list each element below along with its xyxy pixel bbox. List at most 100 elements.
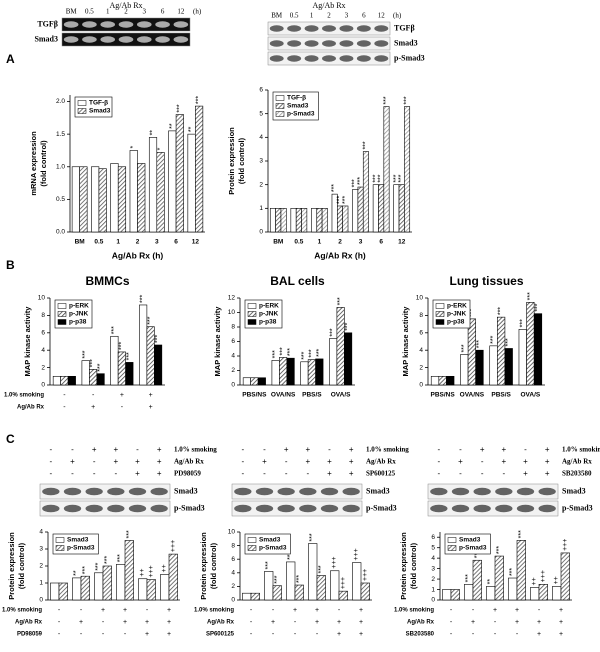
lane-label: 0.5	[85, 8, 94, 16]
significance: ***	[378, 174, 385, 182]
condition-sign: -	[306, 469, 309, 478]
bar	[272, 585, 282, 601]
bar	[467, 318, 476, 386]
blot-band	[234, 504, 252, 513]
condition-sign: -	[450, 619, 453, 626]
condition-sign: -	[481, 469, 484, 478]
lane-label: 0.5	[290, 12, 299, 20]
blot-row-label: p-Smad3	[394, 53, 425, 62]
legend-swatch	[447, 537, 457, 543]
chart-title: BMMCs	[86, 274, 130, 288]
significance: ***	[318, 565, 325, 573]
condition-sign: -	[437, 457, 440, 466]
x-tick-label: 3	[155, 239, 159, 246]
condition-label: PD98059	[174, 470, 201, 478]
significance: *	[157, 147, 164, 150]
bar	[187, 133, 196, 233]
legend-label: p-ERK	[69, 303, 89, 310]
y-axis-label: (fold control)	[409, 542, 418, 589]
y-tick-label: 3	[259, 158, 263, 165]
condition-sign: -	[450, 607, 453, 614]
significance: ***	[287, 348, 294, 356]
y-tick-label: 6	[259, 87, 263, 94]
lane-label: 3	[345, 12, 349, 20]
blot-band	[63, 504, 82, 513]
condition-sign: +	[523, 457, 528, 466]
bar	[307, 359, 316, 386]
significance: ***	[496, 546, 503, 554]
condition-sign: -	[494, 631, 497, 638]
significance: +++	[340, 577, 347, 589]
bar	[311, 208, 318, 233]
condition-sign: +	[327, 457, 332, 466]
y-tick-label: 0	[259, 229, 263, 236]
bar	[526, 302, 535, 386]
bar	[280, 208, 287, 233]
condition-label: SP600125	[366, 470, 396, 478]
condition-sign: +	[349, 445, 354, 454]
bar	[67, 375, 76, 386]
y-axis-label: mRNA expression	[29, 131, 38, 196]
significance: ++	[531, 577, 538, 585]
bar	[290, 208, 297, 233]
legend-label: Smad3	[67, 537, 89, 544]
x-tick-label: OVA/S	[521, 392, 541, 399]
bar	[552, 586, 562, 601]
bar	[110, 163, 119, 233]
significance: ***	[357, 177, 364, 185]
x-axis-label: Ag/Ab Rx (h)	[314, 250, 366, 260]
lane-label: 2	[124, 8, 128, 16]
bar	[156, 152, 165, 233]
legend-label: p-JNK	[69, 311, 88, 318]
blot-band	[304, 40, 319, 47]
bar	[450, 589, 460, 601]
condition-label: Ag/Ab Rx	[207, 620, 235, 626]
condition-sign: +	[515, 607, 519, 614]
blot-band	[85, 487, 103, 496]
significance: ***	[155, 335, 162, 343]
panel-label: A	[6, 52, 15, 66]
bar	[242, 592, 252, 601]
legend-swatch	[275, 111, 285, 117]
condition-sign: -	[250, 631, 253, 638]
bar	[50, 582, 60, 601]
condition-sign: +	[101, 607, 105, 614]
y-tick-label: 6	[419, 330, 423, 337]
blot-band	[42, 487, 60, 496]
blot-band	[322, 25, 336, 32]
bar	[138, 578, 148, 601]
lane-label: 6	[161, 8, 165, 16]
condition-label: 1.0% smoking	[194, 608, 234, 614]
bar	[60, 375, 69, 386]
x-tick-label: PBS/NS	[431, 392, 456, 399]
significance: ***	[465, 574, 472, 582]
x-tick-label: BM	[75, 239, 85, 246]
condition-sign: +	[359, 619, 363, 626]
x-tick-label: PBS/NS	[242, 392, 267, 399]
y-tick-label: 2.0	[56, 98, 65, 105]
condition-sign: -	[459, 469, 462, 478]
condition-sign: -	[102, 631, 105, 638]
x-tick-label: 12	[192, 239, 200, 246]
y-tick-label: 3	[431, 565, 435, 572]
significance: ***	[345, 322, 352, 330]
significance: ***	[393, 174, 400, 182]
legend-label: p-Smad3	[67, 545, 95, 552]
y-tick-label: 0.0	[56, 229, 65, 236]
condition-sign: -	[92, 392, 95, 399]
significance: **	[73, 570, 80, 576]
legend-swatch	[57, 311, 67, 317]
blot-band	[107, 504, 125, 513]
significance: ***	[95, 562, 102, 570]
bar	[316, 575, 326, 601]
condition-sign: -	[250, 607, 253, 614]
blot-band	[374, 25, 389, 32]
blot-row-label: p-Smad3	[174, 503, 205, 512]
significance: **	[169, 123, 176, 129]
significance: ***	[296, 575, 303, 583]
condition-sign: +	[480, 445, 485, 454]
condition-sign: -	[272, 631, 275, 638]
y-axis-label: Protein expression	[7, 532, 16, 600]
significance: ***	[287, 551, 294, 559]
condition-sign: +	[120, 392, 124, 399]
